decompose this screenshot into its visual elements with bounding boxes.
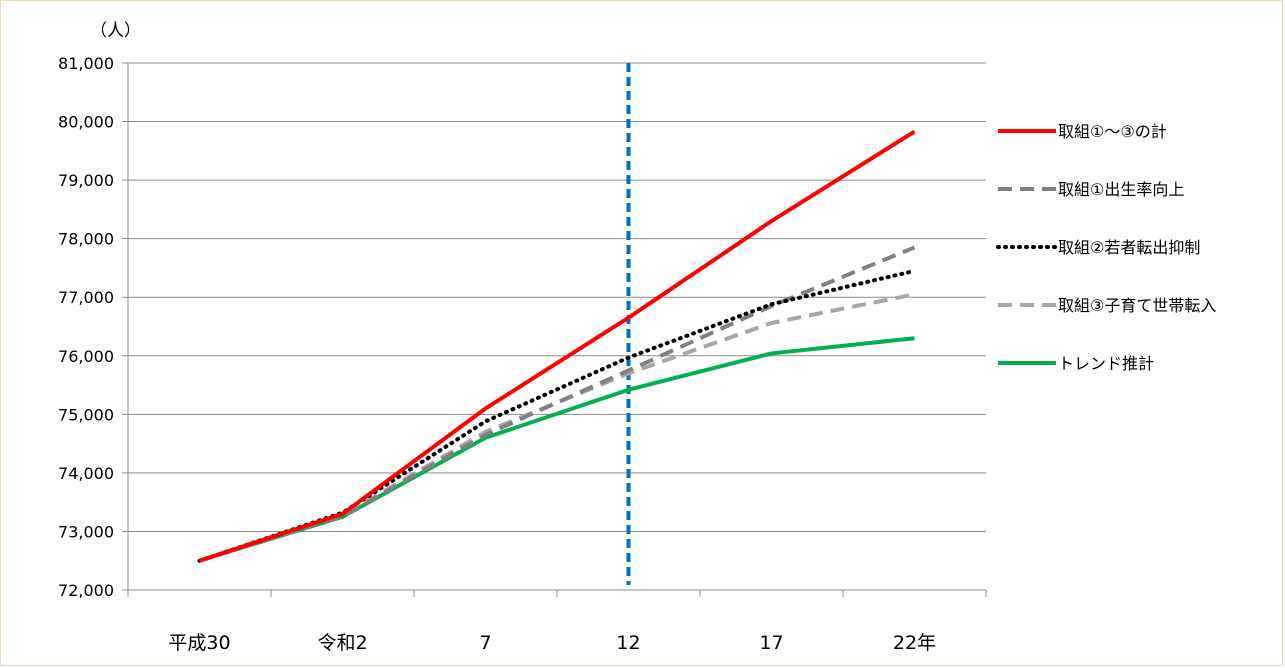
legend-label: 取組③子育て世帯転入	[1058, 296, 1216, 315]
x-axis: 平成30 令和2 7 12 17 22年	[127, 63, 987, 654]
x-tick-label: 平成30	[168, 632, 230, 654]
y-tick-label: 80,000	[58, 113, 114, 132]
y-tick-label: 77,000	[58, 288, 114, 307]
y-unit-label: （人）	[90, 21, 141, 41]
series-line	[198, 129, 916, 563]
legend-label: 取組①～③の計	[1058, 122, 1167, 141]
grid-lines	[122, 62, 986, 591]
y-tick-label: 72,000	[58, 581, 114, 600]
series-line	[198, 292, 915, 563]
legend-label: トレンド推計	[1058, 354, 1154, 373]
y-tick-label: 74,000	[58, 464, 114, 483]
series-lines	[197, 129, 917, 563]
y-tick-label: 79,000	[58, 171, 114, 190]
series-line	[198, 336, 915, 563]
x-tick-label: 令和2	[317, 632, 367, 654]
legend-label: 取組②若者転出抑制	[1058, 238, 1200, 257]
x-tick-label: 22年	[893, 632, 936, 654]
legend-label: 取組①出生率向上	[1058, 180, 1184, 199]
x-tick-label: 12	[616, 632, 640, 654]
y-tick-label: 81,000	[58, 54, 114, 73]
y-tick-label: 73,000	[58, 522, 114, 541]
x-tick-label: 17	[759, 632, 783, 654]
x-tick-label: 7	[479, 632, 491, 654]
y-tick-label: 76,000	[58, 347, 114, 366]
y-tick-label: 78,000	[58, 230, 114, 249]
y-axis-ticks: 72,000 73,000 74,000 75,000 76,000 77,000 78,0…	[58, 54, 114, 600]
y-tick-label: 75,000	[58, 405, 114, 424]
